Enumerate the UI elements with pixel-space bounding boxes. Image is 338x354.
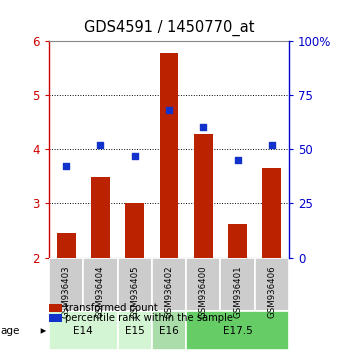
Text: GDS4591 / 1450770_at: GDS4591 / 1450770_at xyxy=(84,19,254,36)
FancyBboxPatch shape xyxy=(186,312,289,350)
Text: GSM936400: GSM936400 xyxy=(199,266,208,318)
Bar xyxy=(57,233,76,257)
Point xyxy=(98,142,103,148)
Point xyxy=(166,107,172,113)
Text: GSM936401: GSM936401 xyxy=(233,266,242,318)
Bar xyxy=(262,168,281,257)
Text: GSM936406: GSM936406 xyxy=(267,266,276,318)
FancyBboxPatch shape xyxy=(186,257,220,312)
Point xyxy=(200,125,206,130)
Text: E14: E14 xyxy=(73,326,93,336)
FancyBboxPatch shape xyxy=(49,312,118,350)
Text: GSM936404: GSM936404 xyxy=(96,266,105,318)
Text: E16: E16 xyxy=(159,326,179,336)
FancyBboxPatch shape xyxy=(83,257,118,312)
Text: age: age xyxy=(0,326,20,336)
Bar xyxy=(160,53,178,257)
Text: transformed count: transformed count xyxy=(65,303,158,313)
FancyBboxPatch shape xyxy=(152,312,186,350)
Point xyxy=(64,164,69,169)
Text: GSM936402: GSM936402 xyxy=(165,266,173,318)
Bar xyxy=(228,224,247,257)
FancyBboxPatch shape xyxy=(118,312,152,350)
Bar xyxy=(91,177,110,257)
Text: E15: E15 xyxy=(125,326,145,336)
FancyBboxPatch shape xyxy=(49,257,83,312)
FancyBboxPatch shape xyxy=(255,257,289,312)
Text: E17.5: E17.5 xyxy=(223,326,252,336)
FancyBboxPatch shape xyxy=(220,257,255,312)
FancyBboxPatch shape xyxy=(118,257,152,312)
Point xyxy=(132,153,138,159)
Text: percentile rank within the sample: percentile rank within the sample xyxy=(65,313,233,323)
Bar xyxy=(125,203,144,257)
FancyBboxPatch shape xyxy=(152,257,186,312)
Point xyxy=(269,142,274,148)
Bar xyxy=(194,134,213,257)
Text: GSM936403: GSM936403 xyxy=(62,266,71,318)
Point xyxy=(235,157,240,163)
Text: GSM936405: GSM936405 xyxy=(130,266,139,318)
